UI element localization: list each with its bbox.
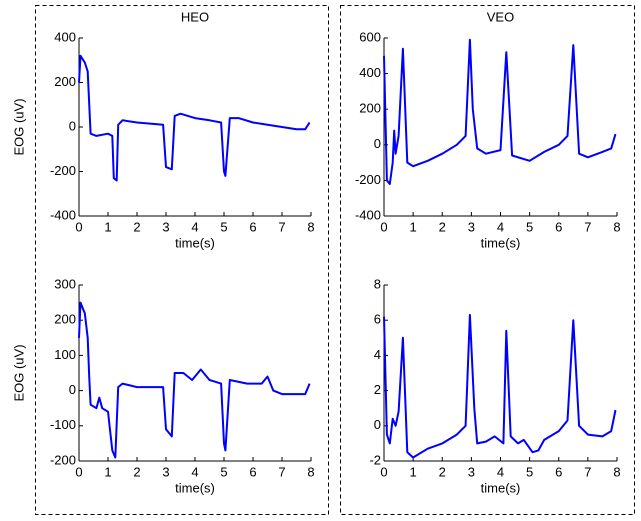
x-tick-label: 1	[410, 219, 417, 234]
y-tick-label: 8	[374, 276, 381, 291]
x-tick-label: 6	[249, 464, 256, 479]
y-tick-label: 4	[374, 347, 381, 362]
x-tick-label: 4	[497, 464, 504, 479]
panel-box	[35, 5, 329, 515]
y-tick-label: 200	[54, 74, 76, 89]
x-tick-label: 7	[278, 219, 285, 234]
y-tick-label: 200	[54, 312, 76, 327]
x-tick-label: 4	[497, 219, 504, 234]
y-tick-label: 400	[359, 65, 381, 80]
x-tick-label: 6	[249, 219, 256, 234]
x-tick-label: 0	[75, 219, 82, 234]
x-tick-label: 3	[162, 464, 169, 479]
x-tick-label: 0	[380, 464, 387, 479]
x-tick-label: 1	[104, 464, 111, 479]
x-tick-label: 7	[278, 464, 285, 479]
x-axis-label: time(s)	[481, 235, 521, 250]
y-tick-label: 400	[54, 29, 76, 44]
y-tick-label: 300	[54, 276, 76, 291]
y-tick-label: -200	[355, 172, 381, 187]
x-tick-label: 6	[555, 219, 562, 234]
x-tick-label: 5	[220, 219, 227, 234]
x-axis-label: time(s)	[481, 480, 521, 495]
x-tick-label: 0	[75, 464, 82, 479]
x-tick-label: 8	[613, 219, 620, 234]
x-tick-label: 2	[133, 219, 140, 234]
y-tick-label: 600	[359, 29, 381, 44]
y-tick-label: -400	[50, 207, 76, 222]
x-tick-label: 3	[162, 219, 169, 234]
x-tick-label: 1	[104, 219, 111, 234]
x-tick-label: 4	[191, 219, 198, 234]
y-tick-label: -2	[369, 452, 381, 467]
x-tick-label: 3	[468, 219, 475, 234]
y-tick-label: 2	[374, 382, 381, 397]
x-tick-label: 8	[307, 464, 314, 479]
x-tick-label: 4	[191, 464, 198, 479]
x-axis-label: time(s)	[175, 235, 215, 250]
y-axis-label: EOG (uV)	[11, 344, 26, 401]
chart-title: VEO	[487, 9, 514, 24]
x-tick-label: 5	[526, 219, 533, 234]
x-tick-label: 7	[584, 464, 591, 479]
x-tick-label: 0	[380, 219, 387, 234]
panel-box	[340, 5, 635, 515]
data-line	[78, 54, 311, 182]
x-tick-label: 2	[133, 464, 140, 479]
chart-title: HEO	[181, 9, 209, 24]
y-tick-label: 6	[374, 312, 381, 327]
x-tick-label: 7	[584, 219, 591, 234]
x-tick-label: 8	[613, 464, 620, 479]
y-tick-label: -200	[50, 163, 76, 178]
x-tick-label: 8	[307, 219, 314, 234]
y-tick-label: 0	[69, 118, 76, 133]
y-tick-label: 0	[374, 136, 381, 151]
x-tick-label: 6	[555, 464, 562, 479]
data-line	[383, 313, 617, 459]
y-tick-label: -400	[355, 207, 381, 222]
y-tick-label: 200	[359, 101, 381, 116]
y-tick-label: 0	[374, 417, 381, 432]
x-tick-label: 5	[220, 464, 227, 479]
x-tick-label: 1	[410, 464, 417, 479]
data-line	[383, 38, 617, 185]
y-tick-label: 100	[54, 347, 76, 362]
y-tick-label: 0	[69, 382, 76, 397]
x-tick-label: 5	[526, 464, 533, 479]
x-axis-label: time(s)	[175, 480, 215, 495]
x-tick-label: 2	[439, 219, 446, 234]
data-line	[78, 301, 311, 459]
x-tick-label: 2	[439, 464, 446, 479]
y-tick-label: -200	[50, 452, 76, 467]
y-axis-label: EOG (uV)	[11, 98, 26, 155]
y-tick-label: -100	[50, 417, 76, 432]
x-tick-label: 3	[468, 464, 475, 479]
